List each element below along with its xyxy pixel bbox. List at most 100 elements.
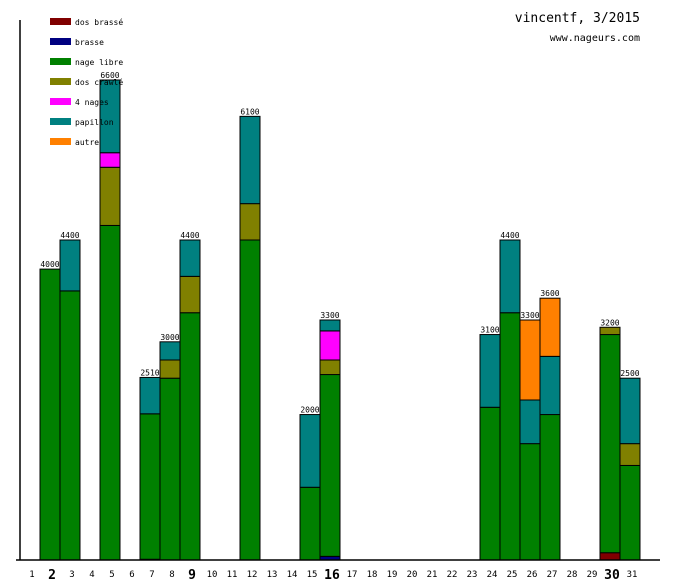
x-tick-5: 5 <box>109 570 114 580</box>
chart-title: vincentf, 3/2015 <box>515 11 640 26</box>
bar-segment-dos-crawlé-day-16 <box>319 359 341 376</box>
bar-segment-nage-libre-day-25 <box>499 312 521 561</box>
bar-segment-nage-libre-day-31 <box>619 464 641 561</box>
total-label-day-7: 2510 <box>140 368 159 377</box>
bar-segment-dos-brassé-day-30 <box>599 552 621 561</box>
x-tick-22: 22 <box>447 570 458 580</box>
total-label-day-15: 2000 <box>300 406 319 415</box>
bar-segment-nage-libre-day-9 <box>179 312 201 561</box>
bar-segment-papillon-day-3 <box>59 239 81 292</box>
x-tick-20: 20 <box>407 570 418 580</box>
x-tick-25: 25 <box>507 570 518 580</box>
bars-layer: 4000 4400 6600 2510 3000 4400 6100 2000 3300 3100… <box>39 71 641 561</box>
bar-segment-papillon-day-7 <box>139 376 161 415</box>
bar-segment-nage-libre-day-7 <box>139 413 161 560</box>
total-label-day-5: 6600 <box>100 71 119 80</box>
x-tick-1: 1 <box>29 570 34 580</box>
bar-segment-papillon-day-31 <box>619 377 641 445</box>
legend-swatch-dos-crawlé <box>50 78 71 85</box>
x-tick-8: 8 <box>169 570 174 580</box>
bar-segment-nage-libre-day-15 <box>299 486 321 561</box>
total-label-day-8: 3000 <box>160 333 179 342</box>
x-tick-29: 29 <box>587 570 598 580</box>
bar-segment-4-nages-day-5 <box>99 152 121 168</box>
x-tick-21: 21 <box>427 570 438 580</box>
total-label-day-16: 3300 <box>320 311 339 320</box>
bar-segment-nage-libre-day-24 <box>479 406 501 561</box>
x-tick-labels: 1 2 3 4 5 6 7 8 9 10 11 12 13 14 15 16 17 18 19 20 21 22 23 24 2… <box>29 568 637 580</box>
legend: dos brassé brasse nage libre dos crawlé 4 na… <box>50 17 123 147</box>
x-tick-11: 11 <box>227 570 238 580</box>
bar-segment-dos-crawlé-day-12 <box>239 203 261 241</box>
x-tick-6: 6 <box>129 570 134 580</box>
legend-label: dos brassé <box>75 17 123 27</box>
total-label-day-27: 3600 <box>540 289 559 298</box>
bar-segment-4-nages-day-16 <box>319 330 341 361</box>
total-label-day-3: 4400 <box>60 231 79 240</box>
bar-segment-papillon-day-15 <box>299 414 321 488</box>
bar-segment-nage-libre-day-5 <box>99 224 121 561</box>
total-label-day-2: 4000 <box>40 260 59 269</box>
x-tick-28: 28 <box>567 570 578 580</box>
x-tick-27: 27 <box>547 570 558 580</box>
bar-segment-nage-libre-day-27 <box>539 414 561 561</box>
bar-segment-papillon-day-5 <box>99 79 121 154</box>
legend-swatch-nage-libre <box>50 58 71 65</box>
bar-segment-dos-crawlé-day-9 <box>179 275 201 314</box>
bar-segment-autre-day-26 <box>519 319 541 401</box>
bar-segment-papillon-day-27 <box>539 355 561 416</box>
bar-segment-autre-day-27 <box>539 297 561 357</box>
x-tick-24: 24 <box>487 570 498 580</box>
x-tick-10: 10 <box>207 570 218 580</box>
x-tick-14: 14 <box>287 570 298 580</box>
chart-subtitle: www.nageurs.com <box>550 33 640 44</box>
bar-segment-papillon-day-9 <box>179 239 201 277</box>
x-tick-18: 18 <box>367 570 378 580</box>
total-label-day-25: 4400 <box>500 231 519 240</box>
legend-label: autre <box>75 138 99 147</box>
x-tick-12: 12 <box>247 570 258 580</box>
legend-label: papillon <box>75 118 114 127</box>
total-label-day-24: 3100 <box>480 326 499 335</box>
legend-swatch-brasse <box>50 38 71 45</box>
total-label-day-26: 3300 <box>520 311 539 320</box>
bar-segment-papillon-day-12 <box>239 115 261 205</box>
bar-segment-nage-libre-day-30 <box>599 334 621 554</box>
legend-swatch-dos-brassé <box>50 18 71 25</box>
bar-segment-nage-libre-day-26 <box>519 443 541 561</box>
bar-segment-dos-crawlé-day-30 <box>599 326 621 336</box>
x-tick-4: 4 <box>89 570 94 580</box>
total-label-day-9: 4400 <box>180 231 199 240</box>
x-tick-13: 13 <box>267 570 278 580</box>
legend-swatch-4-nages <box>50 98 71 105</box>
x-tick-30: 30 <box>604 568 620 580</box>
x-tick-3: 3 <box>69 570 74 580</box>
bar-segment-dos-crawlé-day-31 <box>619 443 641 466</box>
x-tick-26: 26 <box>527 570 538 580</box>
bar-segment-nage-libre-day-8 <box>159 377 181 561</box>
bar-segment-nage-libre-day-16 <box>319 374 341 557</box>
bar-segment-nage-libre-day-3 <box>59 290 81 561</box>
bar-segment-papillon-day-8 <box>159 341 181 361</box>
legend-label: dos crawlé <box>75 77 123 87</box>
bar-segment-dos-crawlé-day-8 <box>159 359 181 379</box>
legend-label: brasse <box>75 38 104 47</box>
bar-segment-papillon-day-25 <box>499 239 521 314</box>
x-tick-16: 16 <box>324 568 340 580</box>
bar-segment-papillon-day-26 <box>519 399 541 445</box>
x-tick-17: 17 <box>347 570 358 580</box>
legend-label: nage libre <box>75 58 123 67</box>
bar-segment-papillon-day-24 <box>479 334 501 408</box>
total-label-day-31: 2500 <box>620 369 639 378</box>
bar-segment-dos-crawlé-day-5 <box>99 166 121 226</box>
x-tick-9: 9 <box>188 568 196 580</box>
x-tick-31: 31 <box>627 570 638 580</box>
x-tick-23: 23 <box>467 570 478 580</box>
x-tick-2: 2 <box>48 568 56 580</box>
x-tick-7: 7 <box>149 570 154 580</box>
x-tick-15: 15 <box>307 570 318 580</box>
bar-segment-nage-libre-day-12 <box>239 239 261 561</box>
bar-segment-papillon-day-16 <box>319 319 341 332</box>
total-label-day-12: 6100 <box>240 107 259 116</box>
